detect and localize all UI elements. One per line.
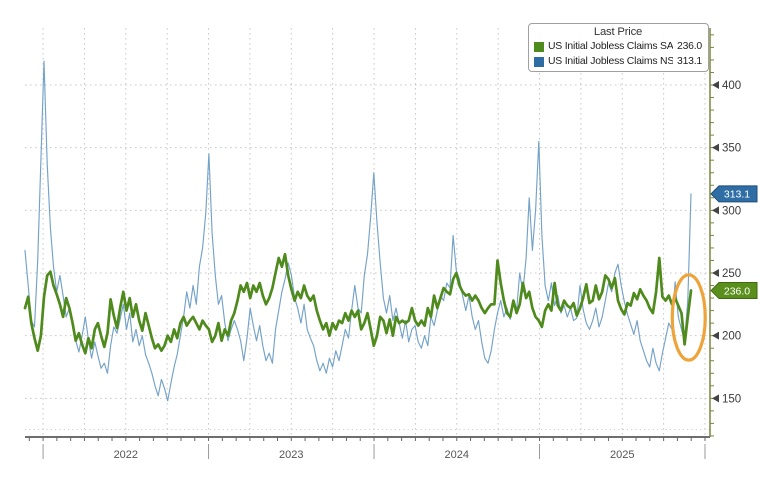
legend: Last Price US Initial Jobless Claims SA … [528, 23, 709, 72]
year-labels: 2022 2023 2024 2025 [114, 449, 635, 461]
svg-text:236.0: 236.0 [724, 285, 750, 297]
x-gridlines [25, 28, 710, 437]
sa-series-value: 236.0 [676, 41, 702, 52]
sa-line [23, 252, 693, 355]
y-tick-labels: 150 200 250 300 350 400 [712, 80, 741, 405]
y-gridlines [25, 84, 710, 399]
y-axis [709, 28, 714, 437]
svg-text:2024: 2024 [445, 449, 469, 461]
last-price-badge: 236.0 [710, 282, 758, 300]
svg-text:250: 250 [722, 268, 741, 280]
nsa-series-swatch [534, 56, 544, 67]
svg-text:313.1: 313.1 [724, 189, 750, 201]
svg-text:400: 400 [722, 80, 741, 92]
nsa-line [24, 60, 692, 402]
sa-series-swatch [534, 41, 544, 52]
nsa-series-value: 313.1 [676, 56, 702, 67]
legend-title: Last Price [593, 26, 643, 38]
sa-series-label: US Initial Jobless Claims SA [548, 41, 673, 52]
nsa-series-label: US Initial Jobless Claims NSA [548, 56, 673, 67]
svg-text:2025: 2025 [610, 449, 634, 461]
svg-text:2022: 2022 [114, 449, 138, 461]
legend-row-sa: US Initial Jobless Claims SA 236.0 [534, 39, 702, 54]
x-axis [25, 436, 710, 459]
svg-text:2023: 2023 [279, 449, 303, 461]
svg-text:350: 350 [722, 143, 741, 155]
legend-row-nsa: US Initial Jobless Claims NSA 313.1 [534, 54, 702, 69]
svg-text:150: 150 [722, 393, 741, 405]
last-price-badge: 313.1 [710, 185, 758, 203]
annotation-ellipse [670, 273, 707, 362]
svg-text:300: 300 [722, 205, 741, 217]
svg-text:200: 200 [722, 331, 741, 343]
